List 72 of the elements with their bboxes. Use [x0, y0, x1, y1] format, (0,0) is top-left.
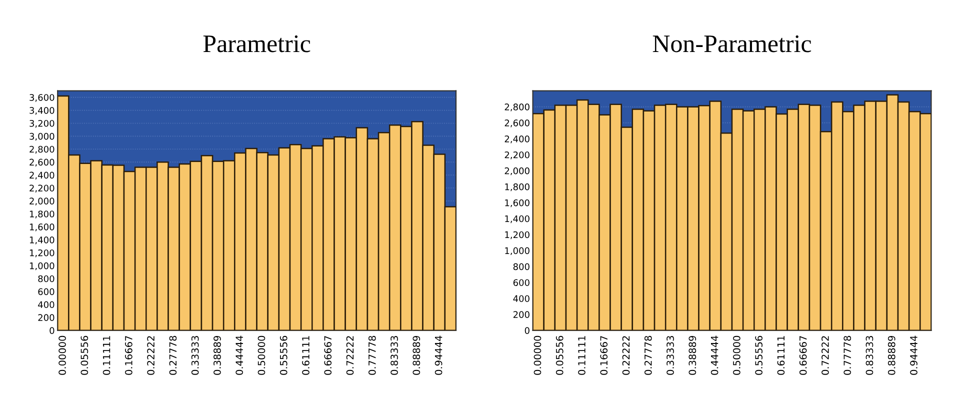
x-tick-label: 0.94444 — [910, 336, 918, 375]
y-tick-label: 2,400 — [504, 136, 530, 144]
x-tick-label: 0.72222 — [346, 336, 354, 375]
chart-title: Non-Parametric — [652, 35, 812, 52]
x-tick-label: 0.88889 — [412, 336, 420, 375]
y-tick-label: 400 — [513, 295, 530, 302]
y-tick-label: 0 — [524, 327, 530, 334]
x-tick-label: 0.72222 — [822, 336, 829, 375]
x-tick-label: 0.61111 — [777, 336, 785, 375]
x-tick-label: 0.50000 — [733, 336, 740, 375]
y-tick-label: 1,800 — [30, 210, 54, 218]
y-tick-label: 2,800 — [30, 146, 54, 154]
y-tick-label: 1,800 — [505, 183, 530, 192]
x-tick-label: 0.55556 — [280, 336, 288, 375]
x-tick-label: 0.44444 — [236, 336, 244, 375]
y-tick-label: 2,400 — [30, 172, 54, 180]
y-tick-label: 1,200 — [505, 231, 530, 240]
y-tick-label: 1,400 — [505, 215, 530, 224]
y-tick-label: 600 — [38, 288, 54, 296]
x-tick-label: 0.44444 — [710, 336, 718, 375]
y-tick-label: 200 — [38, 314, 54, 322]
x-tick-label: 0.61111 — [302, 336, 310, 375]
x-tick-label: 0.16667 — [600, 336, 608, 375]
x-tick-label: 0.00000 — [58, 336, 66, 375]
x-tick-label: 0.27778 — [644, 336, 652, 375]
x-tick-label: 0.94444 — [434, 336, 442, 375]
y-tick-label: 2,200 — [504, 151, 530, 160]
y-tick-label: 3,600 — [30, 94, 54, 102]
y-tick-label: 0 — [50, 327, 54, 334]
x-tick-label: 0.05556 — [80, 336, 88, 375]
x-tick-label: 0.66667 — [799, 336, 807, 375]
x-tick-label: 0.77778 — [844, 336, 852, 375]
x-tick-label: 0.11111 — [102, 336, 110, 375]
x-tick-label: 0.66667 — [324, 336, 332, 375]
y-tick-label: 2,800 — [504, 104, 530, 112]
x-tick-label: 0.16667 — [125, 336, 132, 375]
x-tick-label: 0.22222 — [147, 336, 154, 375]
x-tick-label: 0.50000 — [258, 336, 266, 375]
x-tick-label: 0.33333 — [191, 336, 199, 375]
y-tick-label: 2,600 — [30, 158, 54, 167]
y-tick-label: 1,000 — [505, 247, 530, 256]
x-tick-label: 0.00000 — [534, 336, 542, 375]
y-tick-label: 2,000 — [504, 167, 530, 176]
y-tick-label: 200 — [513, 311, 530, 318]
x-tick-label: 0.38889 — [688, 336, 696, 375]
y-tick-label: 800 — [38, 275, 54, 282]
x-tick-label: 0.22222 — [622, 336, 630, 375]
y-tick-label: 2,600 — [504, 120, 530, 128]
y-tick-label: 1,600 — [505, 199, 530, 208]
x-tick-label: 0.38889 — [214, 336, 221, 375]
y-tick-label: 1,200 — [30, 249, 54, 258]
x-tick-label: 0.83333 — [390, 336, 398, 375]
y-tick-label: 2,000 — [30, 198, 54, 206]
x-tick-label: 0.77778 — [368, 336, 376, 375]
x-tick-label: 0.55556 — [755, 336, 762, 375]
x-tick-label: 0.11111 — [578, 336, 586, 375]
y-tick-label: 600 — [513, 279, 530, 286]
y-tick-label: 1,000 — [30, 262, 54, 270]
chart-title: Parametric — [203, 35, 310, 52]
y-tick-label: 3,200 — [30, 120, 54, 128]
y-tick-label: 3,000 — [30, 132, 54, 141]
y-tick-label: 2,200 — [30, 184, 54, 192]
y-tick-label: 400 — [38, 301, 54, 308]
y-tick-label: 1,400 — [30, 236, 54, 244]
x-tick-label: 0.05556 — [556, 336, 564, 375]
x-tick-label: 0.88889 — [888, 336, 896, 375]
x-tick-label: 0.27778 — [169, 336, 177, 375]
y-tick-label: 800 — [513, 263, 530, 270]
x-tick-label: 0.83333 — [866, 336, 874, 375]
y-tick-label: 3,400 — [30, 107, 54, 115]
y-tick-label: 1,600 — [30, 224, 54, 232]
x-tick-label: 0.33333 — [666, 336, 674, 375]
